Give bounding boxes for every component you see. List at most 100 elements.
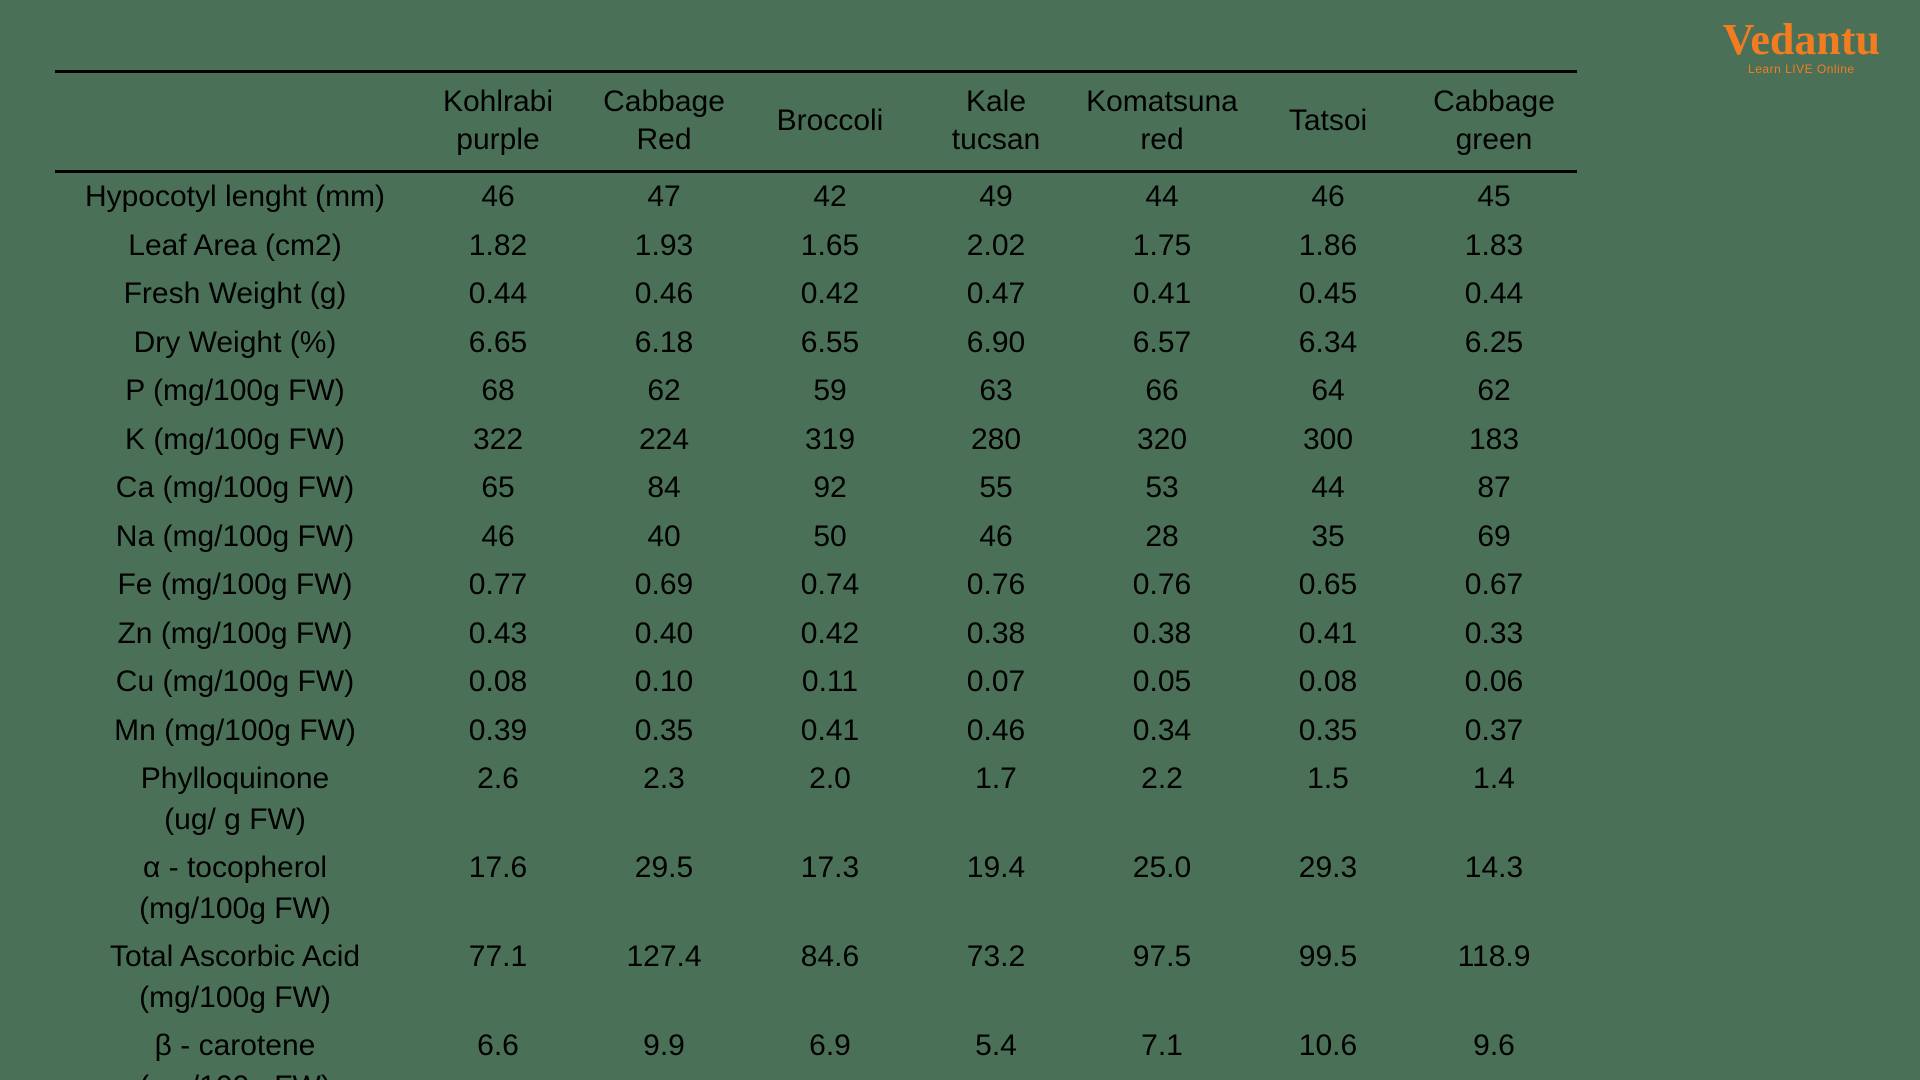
table-cell: 183: [1411, 416, 1577, 465]
table-cell: 47: [581, 172, 747, 222]
table-cell: 0.33: [1411, 610, 1577, 659]
column-header-line1: Broccoli: [753, 102, 907, 140]
table-cell: 65: [415, 464, 581, 513]
table-cell: 0.44: [415, 270, 581, 319]
table-cell: 0.41: [1079, 270, 1245, 319]
brand-logo-sub: Learn LIVE Online: [1723, 62, 1880, 76]
row-label-line2: (mg/100g FW): [61, 889, 409, 930]
table-cell: 84.6: [747, 933, 913, 1022]
row-label-line1: P (mg/100g FW): [61, 371, 409, 412]
table-row: Dry Weight (%)6.656.186.556.906.576.346.…: [55, 319, 1577, 368]
table-cell: 77.1: [415, 933, 581, 1022]
table-cell: 1.7: [913, 755, 1079, 844]
table-cell: 46: [913, 513, 1079, 562]
table-cell: 0.47: [913, 270, 1079, 319]
table-cell: 300: [1245, 416, 1411, 465]
table-row: K (mg/100g FW)322224319280320300183: [55, 416, 1577, 465]
row-label: Zn (mg/100g FW): [55, 610, 415, 659]
table-cell: 29.3: [1245, 844, 1411, 933]
table-cell: 9.6: [1411, 1022, 1577, 1080]
table-cell: 46: [415, 513, 581, 562]
column-header-line1: Tatsoi: [1251, 102, 1405, 140]
table-cell: 0.35: [1245, 707, 1411, 756]
table-row: Zn (mg/100g FW)0.430.400.420.380.380.410…: [55, 610, 1577, 659]
row-label-line1: Na (mg/100g FW): [61, 517, 409, 558]
table-cell: 2.2: [1079, 755, 1245, 844]
table-row: Leaf Area (cm2)1.821.931.652.021.751.861…: [55, 222, 1577, 271]
row-label: P (mg/100g FW): [55, 367, 415, 416]
row-label-line2: (mg/100g FW): [61, 1067, 409, 1080]
table-cell: 0.46: [913, 707, 1079, 756]
table-cell: 322: [415, 416, 581, 465]
table-cell: 118.9: [1411, 933, 1577, 1022]
row-label-line1: Phylloquinone: [61, 759, 409, 800]
table-cell: 1.83: [1411, 222, 1577, 271]
row-label-line1: Ca (mg/100g FW): [61, 468, 409, 509]
table-cell: 40: [581, 513, 747, 562]
table-cell: 50: [747, 513, 913, 562]
table-cell: 49: [913, 172, 1079, 222]
table-cell: 53: [1079, 464, 1245, 513]
row-label-line1: Leaf Area (cm2): [61, 226, 409, 267]
table-cell: 6.65: [415, 319, 581, 368]
table-cell: 46: [1245, 172, 1411, 222]
table-cell: 17.3: [747, 844, 913, 933]
table-cell: 62: [1411, 367, 1577, 416]
row-label-line1: Fe (mg/100g FW): [61, 565, 409, 606]
table-cell: 0.34: [1079, 707, 1245, 756]
table-cell: 7.1: [1079, 1022, 1245, 1080]
table-body: Hypocotyl lenght (mm)46474249444645Leaf …: [55, 172, 1577, 1080]
table-row: Na (mg/100g FW)46405046283569: [55, 513, 1577, 562]
header-empty: [55, 72, 415, 172]
row-label: β - carotene(mg/100g FW): [55, 1022, 415, 1080]
table-cell: 319: [747, 416, 913, 465]
table-cell: 46: [415, 172, 581, 222]
column-header-line2: red: [1085, 121, 1239, 159]
table-cell: 6.18: [581, 319, 747, 368]
table-cell: 320: [1079, 416, 1245, 465]
table-cell: 0.44: [1411, 270, 1577, 319]
column-header-line1: Cabbage: [587, 83, 741, 121]
table-cell: 0.07: [913, 658, 1079, 707]
table-cell: 0.69: [581, 561, 747, 610]
column-header-line2: green: [1417, 121, 1571, 159]
table-cell: 280: [913, 416, 1079, 465]
table-cell: 1.5: [1245, 755, 1411, 844]
table-cell: 0.35: [581, 707, 747, 756]
table-cell: 0.38: [913, 610, 1079, 659]
table-cell: 59: [747, 367, 913, 416]
table-cell: 44: [1079, 172, 1245, 222]
table-cell: 224: [581, 416, 747, 465]
column-header-line2: Red: [587, 121, 741, 159]
table-header-row: KohlrabipurpleCabbageRedBroccoliKaletucs…: [55, 72, 1577, 172]
column-header-line2: purple: [421, 121, 575, 159]
table-cell: 6.90: [913, 319, 1079, 368]
table-row: β - carotene(mg/100g FW)6.69.96.95.47.11…: [55, 1022, 1577, 1080]
table-cell: 1.82: [415, 222, 581, 271]
table-cell: 84: [581, 464, 747, 513]
column-header-line1: Cabbage: [1417, 83, 1571, 121]
table-cell: 29.5: [581, 844, 747, 933]
table-row: Ca (mg/100g FW)65849255534487: [55, 464, 1577, 513]
table-cell: 69: [1411, 513, 1577, 562]
table-cell: 99.5: [1245, 933, 1411, 1022]
table-cell: 0.08: [1245, 658, 1411, 707]
table-row: Cu (mg/100g FW)0.080.100.110.070.050.080…: [55, 658, 1577, 707]
column-header-line2: tucsan: [919, 121, 1073, 159]
table-cell: 17.6: [415, 844, 581, 933]
table-cell: 0.42: [747, 610, 913, 659]
column-header-line1: Kale: [919, 83, 1073, 121]
table-cell: 2.3: [581, 755, 747, 844]
row-label-line2: (mg/100g FW): [61, 978, 409, 1019]
table-cell: 0.08: [415, 658, 581, 707]
row-label-line1: Zn (mg/100g FW): [61, 614, 409, 655]
table-cell: 10.6: [1245, 1022, 1411, 1080]
column-header: Komatsunared: [1079, 72, 1245, 172]
table-cell: 2.6: [415, 755, 581, 844]
row-label: Mn (mg/100g FW): [55, 707, 415, 756]
table-row: Fe (mg/100g FW)0.770.690.740.760.760.650…: [55, 561, 1577, 610]
table-cell: 92: [747, 464, 913, 513]
table-cell: 42: [747, 172, 913, 222]
column-header: Kaletucsan: [913, 72, 1079, 172]
table-cell: 0.41: [747, 707, 913, 756]
